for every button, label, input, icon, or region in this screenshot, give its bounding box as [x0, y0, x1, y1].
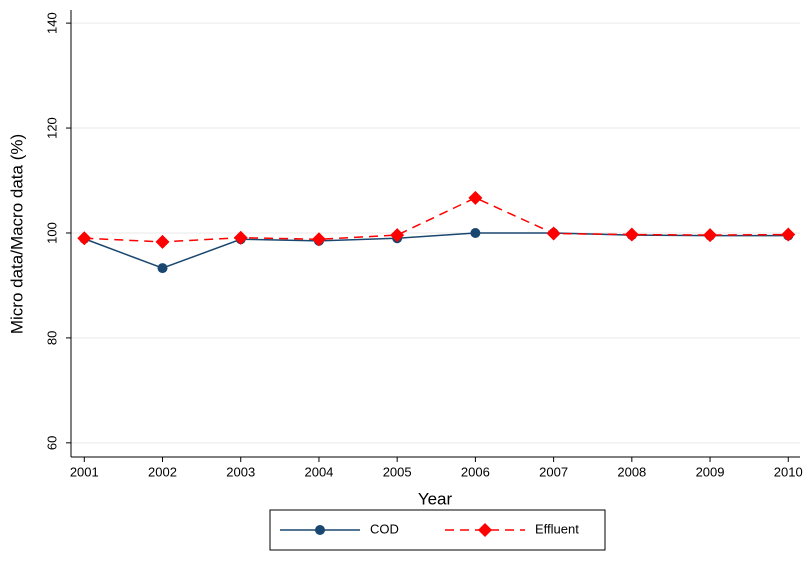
x-axis-title: Year	[418, 489, 453, 508]
y-tick-label: 80	[44, 331, 59, 345]
x-tick-label: 2002	[148, 464, 177, 479]
x-tick-label: 2009	[696, 464, 725, 479]
marker	[703, 228, 718, 243]
marker	[546, 226, 561, 241]
x-tick-label: 2001	[70, 464, 99, 479]
marker	[468, 190, 483, 205]
y-axis-title: Micro data/Macro data (%)	[7, 134, 26, 334]
y-tick-label: 60	[44, 436, 59, 450]
legend-marker	[478, 523, 492, 537]
series-line	[84, 196, 789, 243]
x-tick-label: 2003	[226, 464, 255, 479]
marker	[311, 232, 326, 247]
marker	[781, 227, 796, 242]
x-tick-label: 2004	[304, 464, 333, 479]
series-line	[84, 232, 789, 269]
legend-label: COD	[370, 521, 399, 536]
marker	[157, 263, 168, 274]
x-tick-label: 2010	[774, 464, 803, 479]
x-tick-label: 2007	[539, 464, 568, 479]
marker	[390, 228, 405, 243]
legend-marker	[315, 525, 325, 535]
x-tick-label: 2008	[617, 464, 646, 479]
x-tick-label: 2006	[461, 464, 490, 479]
y-tick-label: 140	[44, 12, 59, 34]
marker	[77, 231, 92, 246]
marker	[233, 230, 248, 245]
legend-label: Effluent	[535, 521, 579, 536]
y-tick-label: 120	[44, 117, 59, 139]
y-tick-label: 100	[44, 222, 59, 244]
marker	[155, 234, 170, 249]
marker	[624, 227, 639, 242]
x-tick-label: 2005	[383, 464, 412, 479]
marker	[470, 227, 481, 238]
